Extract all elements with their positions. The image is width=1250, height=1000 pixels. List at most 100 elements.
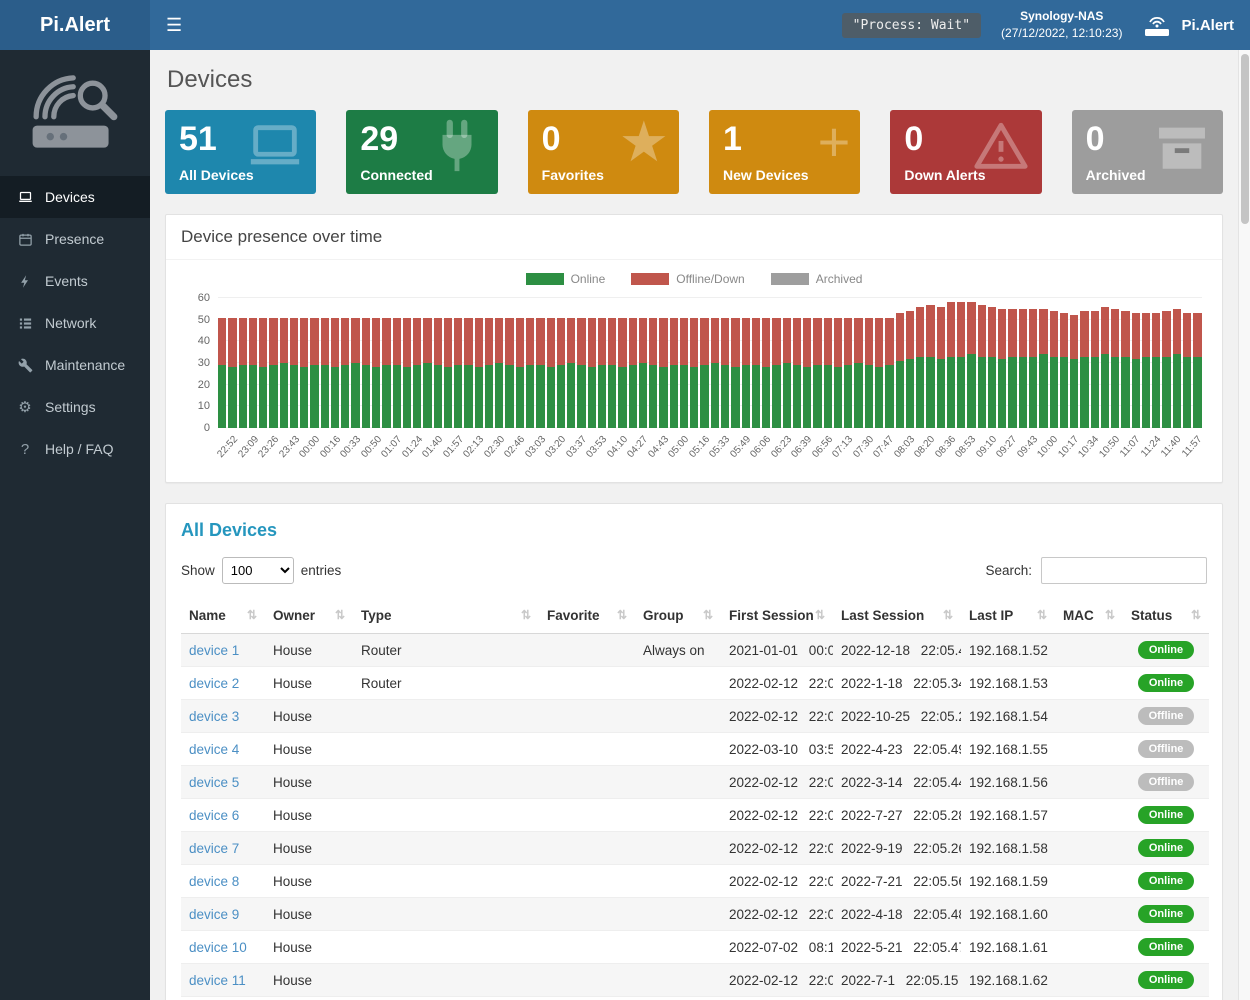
chart-bar [710, 317, 720, 428]
cell-last-ip: 192.168.1.54 [961, 699, 1055, 733]
brand-logo[interactable]: Pi.Alert [0, 0, 150, 50]
x-axis-label: 05:00 [667, 432, 692, 476]
table-row: device 8 House 2022-02-12 22:05 2022-7-21 2… [181, 864, 1209, 898]
summary-card-down-alerts[interactable]: 0 Down Alerts [890, 110, 1042, 194]
summary-card-connected[interactable]: 29 Connected [346, 110, 498, 194]
table-row: device 2 House Router 2022-02-12 22:05 2022-… [181, 666, 1209, 700]
column-header-type[interactable]: ⇅ Type [353, 598, 539, 634]
table-row: device 10 House 2022-07-02 08:15 2022-5-21 … [181, 930, 1209, 964]
gridline [218, 427, 1202, 428]
column-header-label: MAC [1063, 608, 1094, 623]
column-header-last-ip[interactable]: ⇅ Last IP [961, 598, 1055, 634]
x-axis-label: 09:43 [1015, 432, 1040, 476]
bar-online-segment [597, 365, 607, 428]
cell-favorite [539, 963, 635, 997]
column-header-last-session[interactable]: ⇅ Last Session [833, 598, 961, 634]
bar-online-segment [587, 367, 596, 428]
status-badge: Online [1138, 971, 1194, 989]
x-axis-label: 07:30 [851, 432, 876, 476]
cell-first-session: 2022-02-12 22:05 [721, 864, 833, 898]
x-axis-label-text: 01:07 [379, 434, 405, 460]
chart-bar [618, 317, 627, 428]
column-header-group[interactable]: ⇅ Group [635, 598, 721, 634]
bar-online-segment [382, 365, 391, 428]
gridline [218, 318, 1202, 320]
pialert-logo [0, 50, 150, 176]
chart-bar [813, 317, 822, 428]
bar-offline-segment [875, 317, 884, 368]
chart-bar [905, 311, 915, 428]
scrollbar-thumb[interactable] [1241, 54, 1249, 224]
column-header-status[interactable]: ⇅ Status [1123, 598, 1209, 634]
legend-label: Archived [815, 272, 863, 286]
chart-bar [649, 317, 658, 428]
bar-offline-segment [885, 317, 894, 366]
column-header-owner[interactable]: ⇅ Owner [265, 598, 353, 634]
sidebar-item-settings[interactable]: ⚙ Settings [0, 386, 150, 428]
summary-card-favorites[interactable]: 0 Favorites ★ [527, 110, 679, 194]
sidebar-item-presence[interactable]: Presence [0, 218, 150, 260]
vertical-scrollbar[interactable] [1238, 50, 1250, 1000]
search-input[interactable] [1041, 557, 1207, 584]
bar-offline-segment [1162, 311, 1171, 357]
sidebar-item-network[interactable]: Network [0, 302, 150, 344]
x-axis-label-text: 10:34 [1076, 434, 1102, 460]
bar-online-segment [1131, 358, 1140, 428]
column-header-favorite[interactable]: ⇅ Favorite [539, 598, 635, 634]
cell-name: device 5 [181, 765, 265, 799]
bar-online-segment [987, 356, 997, 428]
summary-card-archived[interactable]: 0 Archived [1071, 110, 1223, 194]
sidebar-item-events[interactable]: Events [0, 260, 150, 302]
sidebar-item-devices[interactable]: Devices [0, 176, 150, 218]
cell-status: Offline [1123, 732, 1209, 766]
device-link[interactable]: device 3 [189, 708, 240, 724]
bar-offline-segment [1141, 313, 1151, 357]
column-header-first-session[interactable]: ⇅ First Session [721, 598, 833, 634]
device-link[interactable]: device 11 [189, 972, 246, 988]
bar-online-segment [238, 365, 247, 428]
device-link[interactable]: device 6 [189, 807, 240, 823]
sidebar-item-maintenance[interactable]: Maintenance [0, 344, 150, 386]
device-link[interactable]: device 5 [189, 774, 240, 790]
show-label: Show [181, 563, 215, 578]
sidebar-item-help-faq[interactable]: ? Help / FAQ [0, 428, 150, 470]
status-badge: Online [1138, 872, 1194, 890]
bar-offline-segment [1049, 311, 1058, 357]
y-axis-label: 40 [197, 335, 210, 348]
device-link[interactable]: device 2 [189, 675, 240, 691]
entries-select[interactable]: 100 [221, 557, 294, 584]
bar-online-segment [1111, 356, 1120, 428]
hamburger-icon[interactable]: ☰ [166, 15, 183, 35]
header-app-link[interactable]: Pi.Alert [1142, 12, 1234, 38]
x-axis-label-text: 23:09 [236, 434, 262, 460]
card-value: 0 [904, 120, 924, 158]
cell-first-session: 2022-02-12 22:05 [721, 666, 833, 700]
laptop-icon [17, 190, 33, 205]
x-axis-label: 06:06 [749, 432, 774, 476]
chart-bar [474, 317, 483, 428]
summary-card-new-devices[interactable]: 1 New Devices + [708, 110, 861, 194]
chart-bar [382, 317, 391, 428]
device-link[interactable]: device 7 [189, 840, 240, 856]
x-axis-label-text: 03:03 [523, 434, 549, 460]
devices-table: ⇅ Name ⇅ Owner ⇅ Type ⇅ Favorite ⇅ Group ⇅ First Se… [181, 598, 1209, 1000]
chart-bar [577, 317, 586, 428]
device-link[interactable]: device 1 [189, 642, 240, 658]
cell-last-ip: 192.168.1.62 [961, 963, 1055, 997]
bar-online-segment [300, 367, 309, 428]
device-link[interactable]: device 9 [189, 906, 240, 922]
x-axis-label: 01:24 [400, 432, 425, 476]
legend-item-archived: Archived [770, 272, 863, 286]
device-link[interactable]: device 8 [189, 873, 240, 889]
summary-card-all-devices[interactable]: 51 All Devices [165, 110, 317, 194]
bar-offline-segment [474, 317, 483, 368]
chart-bar [926, 304, 935, 428]
device-link[interactable]: device 4 [189, 741, 240, 757]
chart-bar [608, 317, 617, 428]
column-header-mac[interactable]: ⇅ MAC [1055, 598, 1123, 634]
column-header-name[interactable]: ⇅ Name [181, 598, 265, 634]
device-link[interactable]: device 10 [189, 939, 247, 955]
bar-online-segment [1172, 354, 1181, 428]
chart-bar [1059, 313, 1069, 428]
x-axis-label-text: 00:50 [359, 434, 385, 460]
